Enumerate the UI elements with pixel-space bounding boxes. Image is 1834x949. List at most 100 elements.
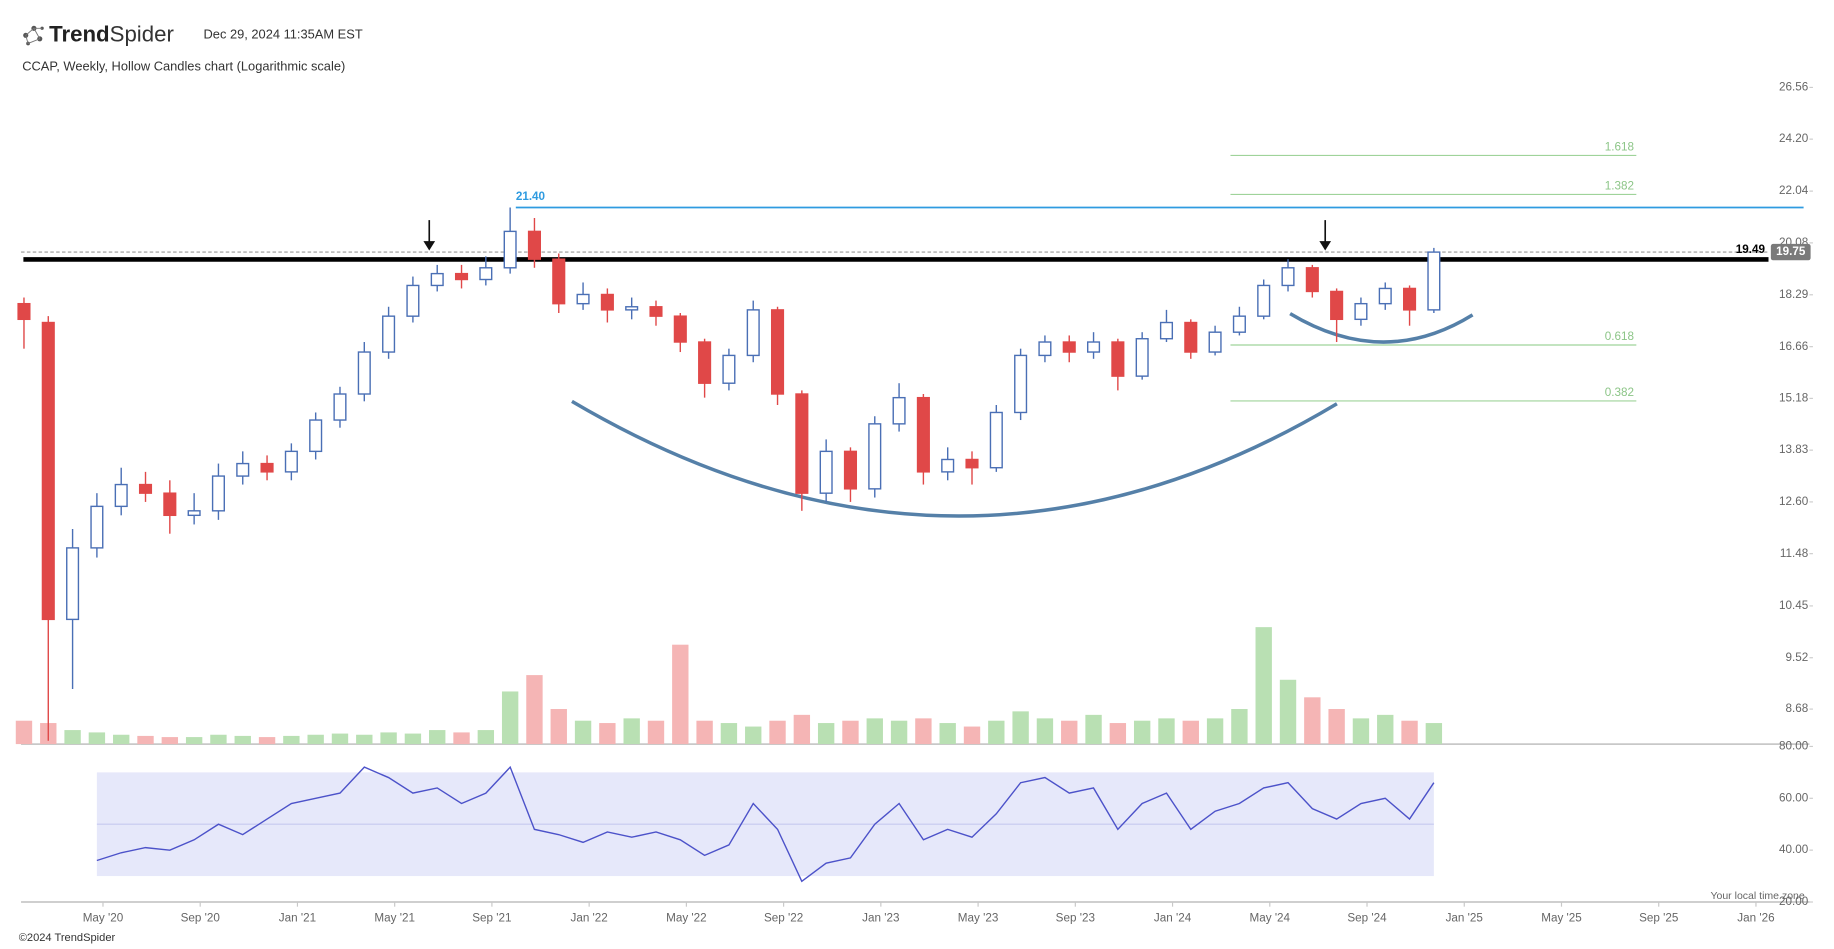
y-tick-label: 10.45 [1779, 599, 1809, 612]
volume-bar [1012, 711, 1029, 745]
candle [1038, 335, 1052, 363]
resistance-label: 19.49 [1736, 243, 1766, 256]
rsi-tick-label: 40.00 [1779, 843, 1809, 856]
x-tick-label: Jan '22 [570, 911, 607, 924]
volume-bar [356, 734, 373, 745]
x-tick-label: May '24 [1250, 911, 1291, 924]
candle-body [90, 505, 104, 549]
volume-bar [1231, 709, 1248, 745]
volume-bar [429, 730, 446, 745]
volume-bar [331, 733, 349, 745]
candle-body [1014, 354, 1028, 414]
volume-bar [696, 720, 713, 745]
volume-bar [1401, 720, 1418, 745]
candle-body [236, 462, 250, 477]
volume-bar [745, 726, 762, 745]
volume-bar [113, 734, 130, 745]
logo-icon [23, 25, 44, 46]
volume-bar [817, 723, 835, 745]
candle-body [284, 450, 298, 473]
y-tick-label: 18.29 [1779, 288, 1808, 301]
candle-body [1403, 287, 1417, 311]
candle-body [1135, 338, 1149, 377]
rsi-tick-label: 20.00 [1779, 895, 1809, 908]
candle [454, 264, 469, 289]
candle-body [892, 396, 906, 425]
x-tick-label: Jan '24 [1154, 911, 1192, 924]
candle [868, 416, 882, 498]
candle-body [454, 272, 469, 281]
candle-body [503, 230, 517, 269]
candle [357, 342, 371, 402]
volume-bar [526, 675, 543, 745]
volume-bar [258, 737, 276, 745]
x-tick-label: May '22 [666, 911, 707, 924]
candle-body [1159, 321, 1174, 340]
volume-bar [1328, 709, 1345, 745]
candle-body [1062, 341, 1076, 353]
y-tick-label: 13.83 [1779, 443, 1808, 456]
candle [1086, 332, 1101, 359]
volume-bar [599, 723, 616, 745]
candle-body [989, 411, 1003, 469]
candle [503, 207, 517, 274]
volume-bar [1085, 714, 1102, 745]
candle-body [941, 458, 955, 473]
volume-bar [1036, 718, 1054, 745]
volume-bar [1061, 720, 1078, 745]
candle-body [1038, 341, 1052, 357]
volume-bar [1255, 627, 1272, 745]
volume-bar [915, 718, 932, 745]
candle-body [1354, 302, 1368, 321]
volume-bar [64, 730, 81, 745]
candle-body [1281, 267, 1295, 287]
candle [309, 412, 323, 460]
volume-bar [210, 734, 227, 745]
candle-body [382, 315, 396, 353]
x-tick-label: May '20 [83, 911, 124, 924]
candle [211, 463, 225, 520]
volume-bar [939, 723, 956, 745]
candle [819, 439, 833, 502]
candle-body [916, 396, 930, 473]
volume-bar [1158, 718, 1175, 745]
candle-body [187, 510, 201, 517]
volume-bar [1109, 723, 1127, 745]
volume-bar [501, 691, 519, 745]
x-tick-label: May '25 [1541, 911, 1582, 924]
x-tick-label: May '21 [374, 911, 415, 924]
candle [1208, 325, 1222, 356]
volume-bar [185, 737, 203, 745]
volume-bar [380, 732, 397, 745]
candle-body [746, 309, 760, 357]
volume-bar [1377, 714, 1394, 745]
price-tag-label: 19.75 [1776, 245, 1806, 258]
candle [163, 480, 177, 534]
candle-body [17, 302, 31, 321]
y-tick-label: 24.20 [1779, 132, 1809, 145]
volume-bar [720, 723, 738, 745]
candle [552, 253, 566, 314]
logo-text: TrendSpider [49, 21, 174, 46]
candle [576, 282, 590, 310]
volume-bar [574, 720, 592, 745]
candle-body [211, 475, 225, 512]
cup-curve [571, 399, 1338, 518]
candle-body [698, 341, 712, 384]
timezone-note: Your local time zone [1710, 890, 1804, 902]
candle [1305, 264, 1319, 298]
candle-body [138, 483, 153, 494]
candle [1378, 282, 1392, 310]
candle-body [1257, 284, 1271, 317]
volume-bar [1304, 697, 1321, 745]
y-tick-label: 11.48 [1780, 547, 1808, 560]
rsi-tick-label: 80.00 [1779, 740, 1809, 753]
volume-bar [477, 730, 495, 745]
volume-bar [793, 714, 811, 745]
candle-body [868, 423, 882, 490]
candle [698, 338, 712, 398]
candle [17, 297, 31, 349]
candle-body [1427, 251, 1441, 311]
x-tick-label: Sep '23 [1056, 911, 1095, 924]
candle-body [649, 306, 663, 317]
